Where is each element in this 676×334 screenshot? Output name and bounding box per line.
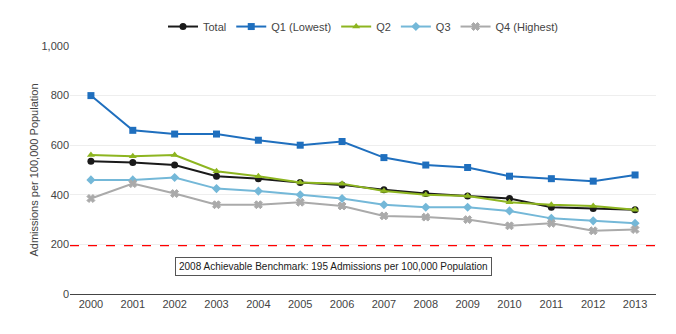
svg-text:1,000: 1,000 xyxy=(41,40,69,52)
svg-text:Q1 (Lowest): Q1 (Lowest) xyxy=(271,21,331,33)
svg-text:600: 600 xyxy=(51,139,69,151)
svg-text:Admissions per 100,000 Populat: Admissions per 100,000 Population xyxy=(28,83,40,256)
svg-text:200: 200 xyxy=(51,238,69,250)
svg-text:2010: 2010 xyxy=(497,298,521,310)
svg-text:2001: 2001 xyxy=(121,298,145,310)
svg-text:2008: 2008 xyxy=(414,298,438,310)
svg-text:2008 Achievable Benchmark: 195: 2008 Achievable Benchmark: 195 Admission… xyxy=(179,261,488,272)
svg-text:Q3: Q3 xyxy=(436,21,451,33)
svg-text:2012: 2012 xyxy=(581,298,605,310)
svg-text:800: 800 xyxy=(51,89,69,101)
svg-text:Q4 (Highest): Q4 (Highest) xyxy=(496,21,558,33)
svg-text:2009: 2009 xyxy=(455,298,479,310)
svg-text:2004: 2004 xyxy=(246,298,270,310)
svg-text:2005: 2005 xyxy=(288,298,312,310)
svg-text:2002: 2002 xyxy=(162,298,186,310)
svg-text:2007: 2007 xyxy=(372,298,396,310)
svg-text:Q2: Q2 xyxy=(376,21,391,33)
svg-text:Total: Total xyxy=(203,21,226,33)
svg-text:2000: 2000 xyxy=(79,298,103,310)
svg-text:2003: 2003 xyxy=(204,298,228,310)
svg-text:2013: 2013 xyxy=(623,298,647,310)
svg-text:0: 0 xyxy=(63,288,69,300)
svg-text:2011: 2011 xyxy=(540,298,564,310)
svg-text:400: 400 xyxy=(51,189,69,201)
svg-text:2006: 2006 xyxy=(330,298,354,310)
